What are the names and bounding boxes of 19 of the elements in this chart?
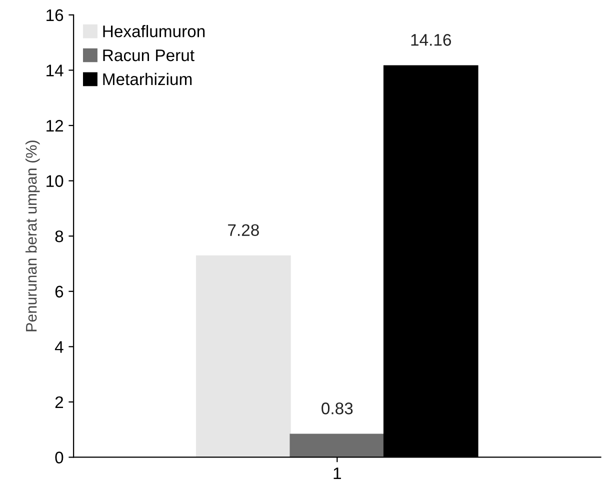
legend-label: Metarhizium	[103, 72, 192, 86]
bar	[290, 434, 385, 458]
y-tick-label: 14	[46, 64, 64, 76]
x-tick-label: 1	[334, 468, 341, 480]
legend-label: Racun Perut	[103, 50, 194, 62]
y-tick-label: 4	[54, 341, 64, 353]
y-tick-label: 8	[55, 230, 64, 242]
y-tick-label: 0	[55, 452, 64, 464]
data-label: 7.28	[228, 224, 259, 236]
data-label: 0.83	[322, 402, 353, 414]
data-label: 14.16	[411, 34, 451, 46]
y-tick-label: 6	[55, 286, 64, 298]
y-tick-label: 10	[46, 175, 64, 187]
y-tick-label: 16	[46, 9, 64, 22]
y-tick-label: 2	[55, 396, 63, 408]
legend-label: Hexaflumuron	[103, 25, 205, 38]
y-tick-label: 12	[46, 120, 64, 132]
bar	[196, 255, 291, 458]
y-axis-title: Penurunan berat umpan (%)	[26, 140, 40, 332]
